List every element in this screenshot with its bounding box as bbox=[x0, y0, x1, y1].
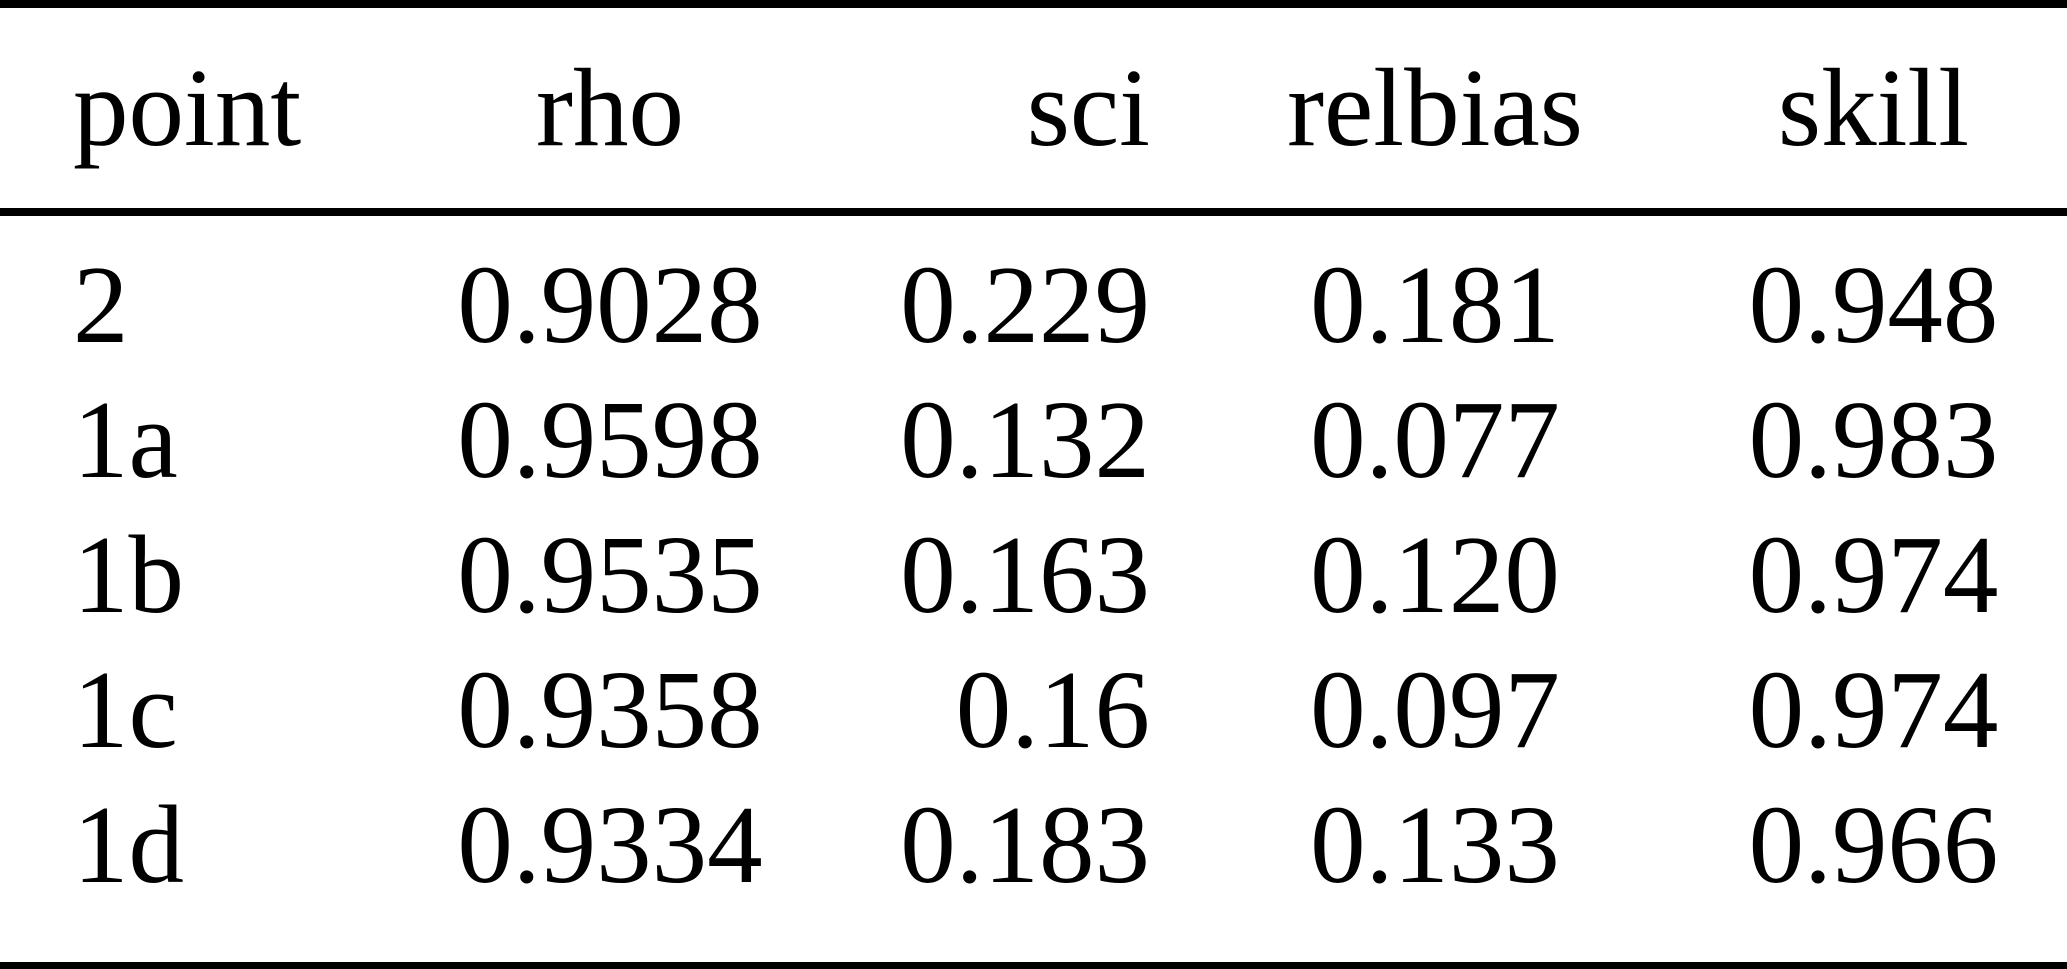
cell-rho: 0.9028 bbox=[457, 244, 763, 367]
cell-relbias: 0.133 bbox=[1310, 784, 1560, 907]
cell-sci: 0.132 bbox=[900, 379, 1150, 502]
cell-sci: 0.16 bbox=[955, 649, 1150, 772]
cell-skill: 0.983 bbox=[1748, 379, 1999, 502]
cell-point: 1d bbox=[73, 784, 184, 907]
cell-sci: 0.229 bbox=[900, 244, 1150, 367]
table-row: 2 0.9028 0.229 0.181 0.948 bbox=[0, 212, 2067, 373]
cell-sci: 0.163 bbox=[900, 514, 1150, 637]
cell-skill: 0.948 bbox=[1748, 244, 1999, 367]
cell-relbias: 0.077 bbox=[1310, 379, 1560, 502]
column-header-relbias: relbias bbox=[1190, 4, 1680, 216]
table-row: 1d 0.9334 0.183 0.133 0.966 bbox=[0, 778, 2067, 966]
cell-rho: 0.9358 bbox=[457, 649, 763, 772]
cell-skill: 0.966 bbox=[1748, 784, 1999, 907]
column-header-point: point bbox=[0, 4, 380, 216]
cell-skill: 0.974 bbox=[1748, 649, 1999, 772]
cell-relbias: 0.097 bbox=[1310, 649, 1560, 772]
column-header-skill: skill bbox=[1680, 4, 2067, 216]
cell-sci: 0.183 bbox=[900, 784, 1150, 907]
cell-rho: 0.9598 bbox=[457, 379, 763, 502]
cell-rho: 0.9535 bbox=[457, 514, 763, 637]
cell-relbias: 0.181 bbox=[1310, 244, 1560, 367]
cell-point: 1a bbox=[73, 379, 178, 502]
table-row: 1c 0.9358 0.16 0.097 0.974 bbox=[0, 643, 2067, 778]
cell-point: 1c bbox=[73, 649, 178, 772]
cell-point: 2 bbox=[73, 244, 129, 367]
cell-rho: 0.9334 bbox=[457, 784, 763, 907]
cell-point: 1b bbox=[73, 514, 184, 637]
header-row: point rho sci relbias skill bbox=[0, 4, 2067, 216]
column-header-rho: rho bbox=[380, 4, 840, 216]
column-header-sci: sci bbox=[840, 4, 1190, 216]
table-row: 1a 0.9598 0.132 0.077 0.983 bbox=[0, 373, 2067, 508]
cell-skill: 0.974 bbox=[1748, 514, 1999, 637]
cell-relbias: 0.120 bbox=[1310, 514, 1560, 637]
table-row: 1b 0.9535 0.163 0.120 0.974 bbox=[0, 508, 2067, 643]
